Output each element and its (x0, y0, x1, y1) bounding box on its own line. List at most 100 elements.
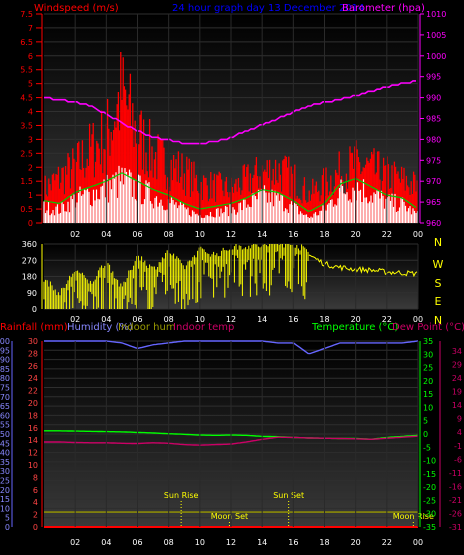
humidity-tick-label: 85 (0, 365, 10, 374)
x-tick-label: 22 (382, 315, 392, 324)
barometer-axis-ticks: 1010 1005 1000 995 990 985 980 975 970 965 960 (420, 10, 446, 228)
windspeed-tick-label: 0.5 (20, 205, 33, 214)
rainfall-tick-label: 24 (28, 374, 38, 383)
windspeed-tick-label: 7.5 (20, 10, 33, 19)
humidity-tick-label: 0 (5, 523, 10, 532)
windspeed-tick-label: 5 (28, 80, 33, 89)
panel3-x-axis: 02 04 06 08 10 12 14 16 18 20 22 00 (70, 341, 423, 547)
humidity-tick-label: 60 (0, 411, 10, 420)
x-tick-label: 14 (257, 230, 267, 239)
dewpoint-tick-label: -26 (449, 509, 462, 518)
dewpoint-tick-label: 34 (452, 347, 462, 356)
indoor-temp-axis-title: Indoor temp (173, 322, 234, 333)
temperature-tick-label: -35 (423, 523, 436, 532)
humidity-tick-label: 30 (0, 467, 10, 476)
temperature-tick-label: -20 (423, 483, 436, 492)
x-tick-label: 02 (70, 230, 80, 239)
x-tick-label: 18 (319, 538, 329, 547)
panel2-x-axis: 02 04 06 08 10 12 14 16 18 20 22 00 (70, 244, 423, 324)
rainfall-tick-label: 18 (28, 411, 38, 420)
x-tick-label: 12 (226, 230, 236, 239)
windspeed-tick-label: 6 (28, 52, 33, 61)
dewpoint-tick-label: 4 (457, 428, 462, 437)
dewpoint-tick-label: -31 (449, 523, 462, 532)
sun-moon-events: Sun Rise Sun Set Moon Set Moon Rise (164, 491, 434, 527)
dewpoint-axis-ticks: 34 29 24 19 14 9 4 -1 -6 -11 -16 -21 -26 -31 (449, 347, 462, 532)
temperature-tick-label: -30 (423, 510, 436, 519)
humidity-axis-title: Humidity (%) (67, 322, 133, 333)
x-tick-label: 22 (382, 230, 392, 239)
x-tick-label: 14 (257, 538, 267, 547)
compass-label: W (433, 258, 444, 271)
barometer-tick-label: 975 (426, 156, 441, 165)
x-tick-label: 06 (132, 538, 142, 547)
x-tick-label: 00 (413, 230, 423, 239)
x-tick-label: 16 (288, 230, 298, 239)
barometer-tick-label: 980 (426, 135, 441, 144)
x-tick-label: 20 (351, 230, 361, 239)
windspeed-tick-label: 2.5 (20, 149, 33, 158)
temperature-tick-label: -5 (423, 443, 431, 452)
x-tick-label: 02 (70, 538, 80, 547)
dewpoint-axis-title: Dew Point (°C) (392, 322, 464, 333)
x-tick-label: 16 (288, 538, 298, 547)
x-tick-label: 20 (351, 315, 361, 324)
rainfall-tick-label: 30 (28, 337, 38, 346)
temperature-humidity-panel: Rainfall (mm) Humidity (%) Indoor hum In… (0, 322, 464, 547)
barometer-tick-label: 960 (426, 219, 441, 228)
windspeed-tick-label: 6.5 (20, 38, 33, 47)
humidity-tick-label: 80 (0, 374, 10, 383)
indoor-hum-axis-title: Indoor hum (118, 322, 176, 333)
barometer-axis-title: Barometer (hpa) (342, 3, 425, 14)
humidity-tick-label: 100 (0, 337, 10, 346)
x-tick-label: 08 (164, 230, 174, 239)
x-tick-label: 18 (319, 230, 329, 239)
humidity-tick-label: 75 (0, 384, 10, 393)
barometer-tick-label: 1000 (426, 52, 446, 61)
rainfall-tick-label: 10 (28, 461, 38, 470)
humidity-tick-label: 20 (0, 486, 10, 495)
temperature-tick-label: 20 (423, 377, 433, 386)
barometer-tick-label: 965 (426, 198, 441, 207)
windspeed-tick-label: 1 (28, 191, 33, 200)
rainfall-tick-label: 20 (28, 399, 38, 408)
humidity-tick-label: 40 (0, 449, 10, 458)
windspeed-axis-ticks: 7.5 7 6.5 6 5.5 5 4.5 4 3.5 3 2.5 2 1.5 1 0.5 0 (20, 10, 42, 228)
temperature-tick-label: 0 (423, 430, 428, 439)
dewpoint-tick-label: 24 (452, 374, 462, 383)
temperature-tick-label: 15 (423, 390, 433, 399)
windspeed-tick-label: 3 (28, 135, 33, 144)
windspeed-axis-title: Windspeed (m/s) (34, 3, 119, 14)
rainfall-tick-label: 22 (28, 387, 38, 396)
compass-label: S (435, 277, 442, 290)
x-tick-label: 12 (226, 315, 236, 324)
x-tick-label: 08 (164, 538, 174, 547)
windspeed-tick-label: 3.5 (20, 121, 33, 130)
wind-direction-series (43, 244, 418, 309)
x-tick-label: 04 (101, 538, 111, 547)
humidity-tick-label: 5 (5, 514, 10, 523)
windspeed-tick-label: 5.5 (20, 66, 33, 75)
x-tick-label: 06 (132, 315, 142, 324)
x-tick-label: 16 (288, 315, 298, 324)
dewpoint-tick-label: -16 (449, 482, 462, 491)
windspeed-tick-label: 7 (28, 24, 33, 33)
rainfall-tick-label: 8 (33, 473, 38, 482)
x-tick-label: 00 (413, 315, 423, 324)
temperature-tick-label: -10 (423, 457, 436, 466)
humidity-tick-label: 15 (0, 495, 10, 504)
barometer-tick-label: 1010 (426, 10, 446, 19)
temperature-tick-label: -25 (423, 496, 436, 505)
barometer-tick-label: 990 (426, 94, 441, 103)
rainfall-tick-label: 16 (28, 424, 38, 433)
event-label: Sun Set (273, 491, 304, 500)
rainfall-tick-label: 14 (28, 436, 38, 445)
humidity-tick-label: 35 (0, 458, 10, 467)
x-tick-label: 20 (351, 538, 361, 547)
windspeed-tick-label: 4 (28, 108, 33, 117)
compass-label: N (434, 236, 442, 249)
x-tick-label: 10 (195, 315, 205, 324)
